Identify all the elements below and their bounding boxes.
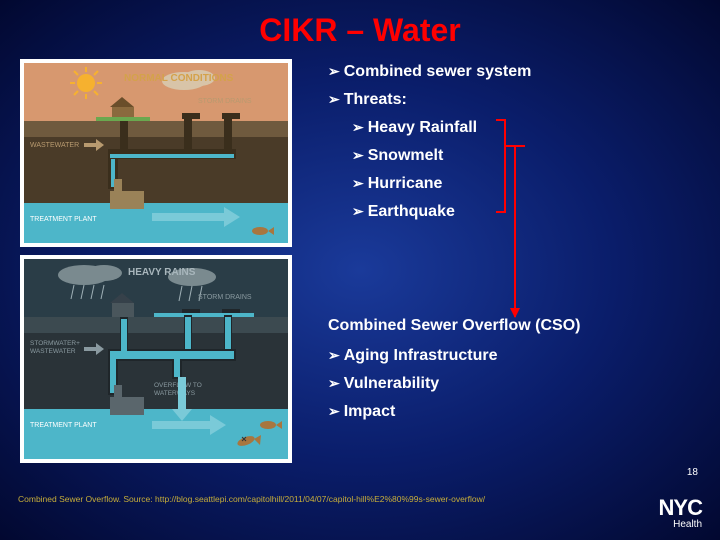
logo-nyc: NYC <box>659 497 702 519</box>
bullet-text: Heavy Rainfall <box>368 119 477 136</box>
bullet-text: Earthquake <box>368 203 455 220</box>
svg-text:STORM DRAINS: STORM DRAINS <box>198 294 252 301</box>
bullet-arrow-icon: ➢ <box>328 403 340 419</box>
bullet-column: ➢Combined sewer system➢Threats:➢Heavy Ra… <box>310 59 700 463</box>
bullet-arrow-icon: ➢ <box>352 147 364 163</box>
logo-health: Health <box>659 519 702 530</box>
bullet-text: Aging Infrastructure <box>344 347 498 364</box>
svg-text:WASTEWATER: WASTEWATER <box>30 348 76 355</box>
bullet-text: Snowmelt <box>368 147 444 164</box>
bullet-text: Threats: <box>344 91 407 108</box>
bullet-arrow-icon: ➢ <box>352 175 364 191</box>
bullet-arrow-icon: ➢ <box>328 91 340 107</box>
diagram-heavy-rains: HEAVY RAINS STORM DRAINS STORMWATER+ WAS… <box>20 255 292 463</box>
nyc-health-logo: NYC Health <box>659 497 702 530</box>
svg-text:WASTEWATER: WASTEWATER <box>30 142 79 149</box>
content-area: NORMAL CONDITIONS STORM DRAINS WASTEWATE… <box>0 49 720 463</box>
svg-text:WATERWAYS: WATERWAYS <box>154 390 196 397</box>
bullet-item: ➢Aging Infrastructure <box>328 347 700 365</box>
svg-text:NORMAL CONDITIONS: NORMAL CONDITIONS <box>124 73 234 84</box>
bullet-item: ➢Heavy Rainfall <box>328 119 700 137</box>
bullet-text: Vulnerability <box>344 375 439 392</box>
slide-title: CIKR – Water <box>0 0 720 49</box>
cso-label: Combined Sewer Overflow (CSO) <box>328 317 700 335</box>
citation-text: Combined Sewer Overflow. Source: http://… <box>18 494 485 504</box>
svg-text:HEAVY RAINS: HEAVY RAINS <box>128 267 196 278</box>
svg-text:TREATMENT PLANT: TREATMENT PLANT <box>30 422 97 429</box>
bullet-item: ➢Threats: <box>328 91 700 109</box>
bullet-item: ➢Combined sewer system <box>328 63 700 81</box>
diagram-column: NORMAL CONDITIONS STORM DRAINS WASTEWATE… <box>20 59 310 463</box>
bullet-text: Combined sewer system <box>344 63 532 80</box>
bullet-text: Hurricane <box>368 175 443 192</box>
arrow-to-cso <box>514 145 516 317</box>
diagram-normal-conditions: NORMAL CONDITIONS STORM DRAINS WASTEWATE… <box>20 59 292 247</box>
svg-text:TREATMENT PLANT: TREATMENT PLANT <box>30 216 97 223</box>
svg-text:OVERFLOW TO: OVERFLOW TO <box>154 382 202 389</box>
slide-number: 18 <box>687 467 698 478</box>
bullet-arrow-icon: ➢ <box>328 63 340 79</box>
bullet-text: Impact <box>344 403 396 420</box>
bullet-arrow-icon: ➢ <box>328 347 340 363</box>
svg-text:STORMWATER+: STORMWATER+ <box>30 340 80 347</box>
svg-text:STORM DRAINS: STORM DRAINS <box>198 98 252 105</box>
bullet-arrow-icon: ➢ <box>352 119 364 135</box>
bullet-arrow-icon: ➢ <box>352 203 364 219</box>
bullet-item: ➢Impact <box>328 403 700 421</box>
bullet-arrow-icon: ➢ <box>328 375 340 391</box>
bracket-threats <box>496 119 506 213</box>
bullet-item: ➢Vulnerability <box>328 375 700 393</box>
